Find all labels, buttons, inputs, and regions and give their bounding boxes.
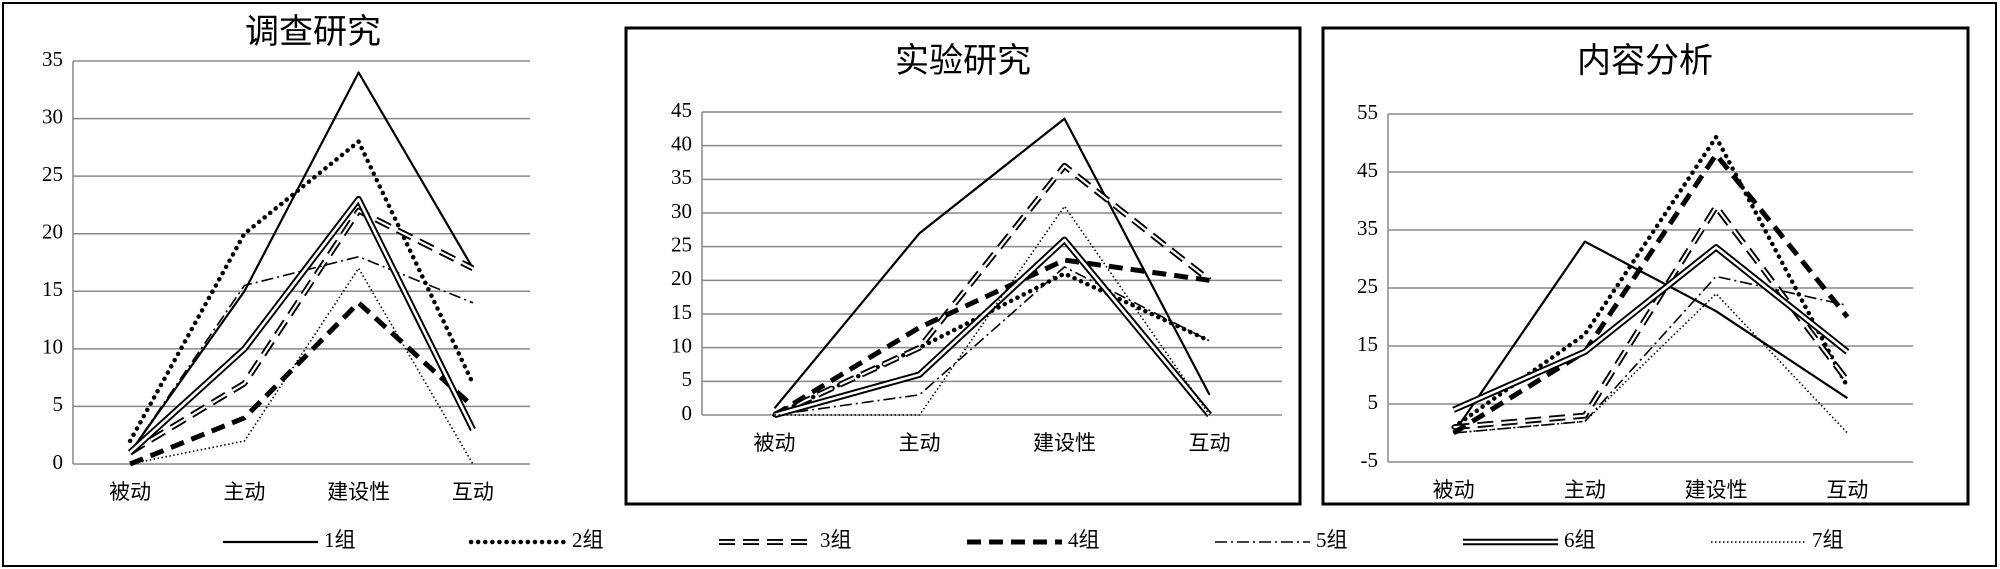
series-line-inner <box>1453 246 1849 411</box>
series-line-inner <box>774 238 1211 417</box>
y-tick-label: 5 <box>682 367 693 391</box>
x-tick-label: 互动 <box>1189 431 1231 455</box>
x-tick-label: 建设性 <box>1685 478 1748 502</box>
x-tick-label: 被动 <box>1433 478 1475 502</box>
y-tick-label: 0 <box>682 401 693 425</box>
x-tick-label: 建设性 <box>327 480 390 504</box>
y-tick-label: 10 <box>42 335 63 359</box>
legend-label: 7组 <box>1812 528 1844 552</box>
legend-label: 3组 <box>820 528 852 552</box>
chart-title: 内容分析 <box>1577 42 1713 80</box>
legend-label: 4组 <box>1068 528 1100 552</box>
series-line <box>773 257 1210 418</box>
x-tick-label: 主动 <box>1564 478 1606 502</box>
series-line <box>774 266 1210 416</box>
series-line <box>129 267 474 465</box>
panel-border <box>624 26 1302 506</box>
y-tick-label: 45 <box>671 98 692 122</box>
legend-label: 6组 <box>1564 528 1596 552</box>
y-tick-label: 20 <box>671 266 692 290</box>
y-tick-label: 20 <box>42 220 63 244</box>
legend-label: 1组 <box>324 528 356 552</box>
y-tick-label: 40 <box>671 131 692 155</box>
y-tick-label: 15 <box>42 277 63 301</box>
chart-title: 实验研究 <box>895 42 1031 80</box>
series-line-inner <box>1453 205 1849 429</box>
series-line <box>129 255 474 453</box>
y-tick-label: 35 <box>42 47 63 71</box>
y-tick-label: 25 <box>671 232 692 256</box>
x-tick-label: 互动 <box>452 480 494 504</box>
y-tick-label: 30 <box>42 104 63 128</box>
legend-label: 5组 <box>1316 528 1348 552</box>
y-tick-label: 10 <box>671 333 692 357</box>
x-tick-label: 建设性 <box>1033 431 1096 455</box>
series-line <box>773 117 1211 410</box>
y-tick-label: 5 <box>53 392 64 416</box>
series-line <box>1452 152 1850 436</box>
y-tick-label: 35 <box>1357 216 1378 240</box>
chart-title: 调查研究 <box>245 13 381 51</box>
y-tick-label: 35 <box>671 165 692 189</box>
y-tick-label: -5 <box>1361 448 1379 472</box>
x-tick-label: 主动 <box>223 480 265 504</box>
y-tick-label: 45 <box>1357 158 1378 182</box>
legend-label: 2组 <box>572 528 604 552</box>
x-tick-label: 被动 <box>109 480 151 504</box>
series-line <box>129 71 474 454</box>
series-line <box>127 139 476 444</box>
series-line-inner <box>774 164 1211 416</box>
x-tick-label: 被动 <box>754 431 796 455</box>
y-tick-label: 25 <box>1357 274 1378 298</box>
series-line <box>773 236 1213 419</box>
panel-border <box>1321 26 1970 506</box>
series-line <box>129 300 475 467</box>
series-line <box>1452 240 1849 434</box>
x-tick-label: 互动 <box>1826 478 1868 502</box>
y-tick-label: 0 <box>53 450 64 474</box>
y-tick-label: 55 <box>1357 100 1378 124</box>
y-tick-label: 5 <box>1368 390 1379 414</box>
x-tick-label: 主动 <box>899 431 941 455</box>
series-line-inner <box>129 197 475 454</box>
series-line <box>1452 244 1850 413</box>
series-line <box>774 205 1211 416</box>
y-tick-label: 30 <box>671 199 692 223</box>
y-tick-label: 15 <box>1357 332 1378 356</box>
series-line <box>1453 275 1848 434</box>
y-tick-label: 25 <box>42 162 63 186</box>
y-tick-label: 15 <box>671 300 692 324</box>
